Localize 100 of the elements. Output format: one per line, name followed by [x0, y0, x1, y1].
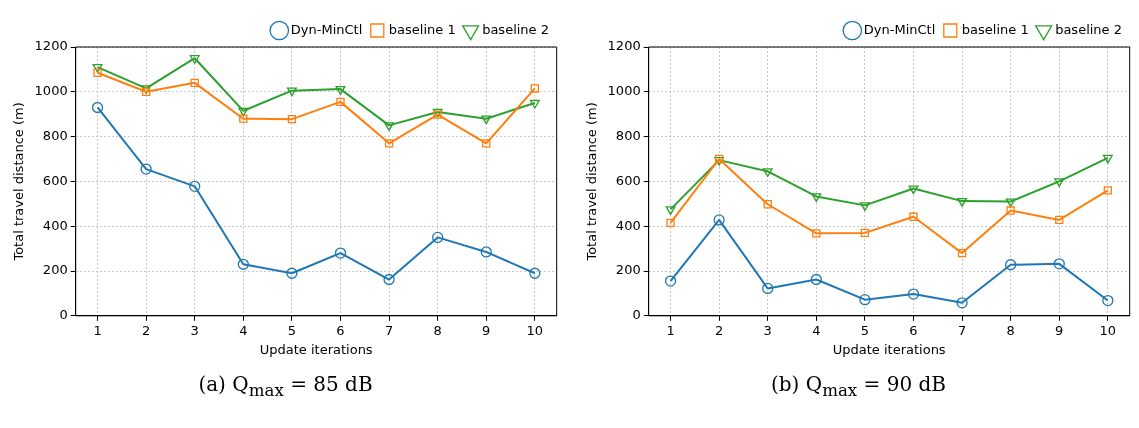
point: [859, 202, 870, 212]
y-tick-label: 400: [615, 217, 641, 233]
text: (a) Q$_{max}$ = 85 dB: [198, 372, 373, 400]
point: [666, 218, 675, 228]
x-tick-label: 6: [336, 322, 345, 338]
point: [810, 273, 822, 286]
legend-label: baseline 2: [1055, 21, 1123, 37]
point: [859, 294, 871, 306]
y-axis-title: Total travel distance (m): [584, 102, 600, 262]
point: [239, 114, 248, 123]
x-tick-label: 1: [666, 322, 675, 338]
point: [384, 122, 395, 132]
point: [811, 193, 822, 203]
y-tick-label: 0: [632, 307, 641, 323]
y-tick-label: 800: [42, 127, 68, 143]
point: [91, 101, 104, 114]
y-tick-label: 600: [42, 172, 68, 188]
x-tick-label: 8: [433, 322, 442, 338]
point: [1055, 215, 1064, 225]
point: [909, 212, 918, 221]
point: [1005, 259, 1017, 271]
y-tick-label: 1000: [607, 83, 641, 99]
y-tick-label: 600: [615, 172, 641, 188]
point: [664, 275, 677, 287]
point: [482, 139, 491, 148]
x-tick-label: 2: [715, 322, 724, 338]
point: [1005, 198, 1016, 208]
point: [763, 200, 772, 209]
y-axis-title: Total travel distance (m): [11, 102, 27, 262]
y-tick-label: 400: [42, 217, 68, 233]
x-tick-label: 3: [763, 322, 772, 338]
point: [92, 64, 103, 73]
point: [713, 214, 725, 226]
point: [238, 107, 249, 117]
x-tick-label: 10: [526, 322, 544, 338]
x-tick-label: 5: [287, 322, 297, 338]
point: [1054, 178, 1065, 188]
point: [286, 267, 298, 279]
y-tick-label: 1000: [34, 83, 68, 99]
point: [189, 55, 200, 64]
x-tick-label: 4: [812, 322, 821, 338]
point: [812, 229, 821, 238]
text: (b) Q$_{max}$ = 90 dB: [770, 372, 947, 400]
x-tick-label: 7: [957, 322, 967, 338]
x-tick-label: 9: [482, 322, 491, 338]
point: [432, 231, 444, 244]
point: [93, 68, 102, 77]
point: [336, 97, 345, 107]
point: [957, 248, 967, 258]
x-axis-title: Update iterations: [259, 341, 373, 357]
point: [190, 78, 199, 88]
x-tick-label: 7: [384, 322, 394, 338]
x-tick-label: 6: [909, 322, 918, 338]
legend-label: baseline 1: [388, 21, 456, 37]
point: [140, 163, 152, 175]
point: [762, 168, 773, 177]
x-tick-label: 9: [1055, 322, 1064, 338]
y-tick-label: 1200: [607, 38, 641, 54]
point: [335, 85, 346, 95]
point: [530, 84, 540, 93]
point: [956, 297, 968, 309]
x-tick-label: 8: [1006, 322, 1015, 338]
point: [480, 246, 492, 258]
point: [665, 206, 676, 216]
point: [529, 99, 540, 109]
point: [762, 282, 774, 295]
point: [529, 267, 541, 279]
point: [237, 258, 249, 270]
point: [957, 197, 968, 207]
y-tick-label: 200: [42, 262, 68, 278]
point: [384, 139, 394, 148]
x-tick-label: 1: [93, 322, 102, 338]
point: [1103, 186, 1113, 195]
point: [383, 273, 395, 286]
point: [1053, 258, 1065, 270]
point: [1102, 154, 1113, 164]
y-tick-label: 1200: [34, 38, 68, 54]
y-tick-label: 200: [615, 262, 641, 278]
point: [908, 185, 919, 195]
point: [1102, 294, 1114, 307]
x-tick-label: 2: [142, 322, 151, 338]
point: [287, 114, 297, 124]
point: [860, 228, 870, 238]
x-axis-title: Update iterations: [832, 341, 946, 357]
legend-label: Dyn-MinCtl: [863, 21, 936, 37]
point: [481, 115, 492, 125]
point: [907, 288, 920, 300]
legend-label: Dyn-MinCtl: [290, 21, 363, 37]
point: [334, 247, 347, 259]
x-tick-label: 4: [239, 322, 248, 338]
y-tick-label: 800: [615, 127, 641, 143]
point: [1006, 206, 1015, 215]
legend-label: baseline 1: [961, 21, 1029, 37]
x-tick-label: 10: [1099, 322, 1117, 338]
x-tick-label: 3: [190, 322, 199, 338]
point: [189, 180, 201, 192]
legend-label: baseline 2: [482, 21, 550, 37]
x-tick-label: 5: [860, 322, 870, 338]
y-tick-label: 0: [59, 307, 68, 323]
point: [286, 87, 297, 97]
